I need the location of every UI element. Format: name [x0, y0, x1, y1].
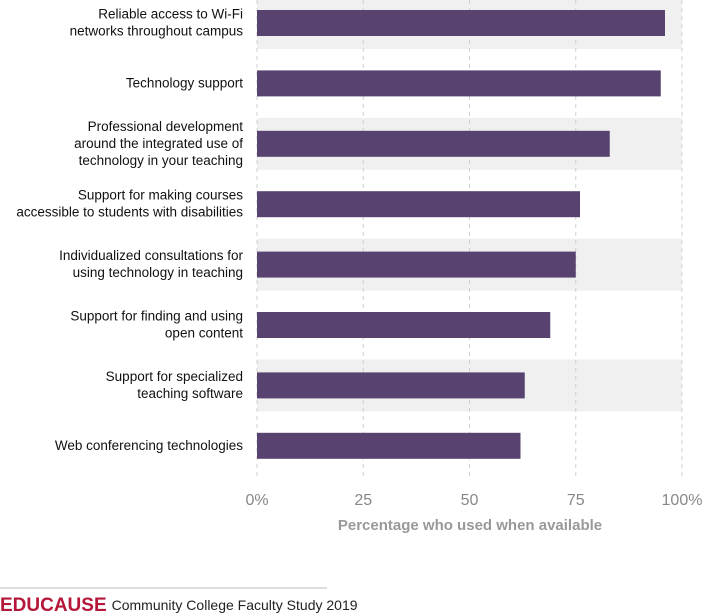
x-tick-label: 0% [245, 492, 268, 509]
y-tick-label: Support for finding and using open conten… [70, 308, 243, 340]
bar [257, 10, 665, 36]
bar [257, 372, 525, 399]
y-tick-label: Support for making courses accessible to … [16, 187, 243, 219]
bar [257, 432, 521, 459]
bar [257, 191, 580, 218]
bar [257, 70, 661, 97]
x-tick-label: 100% [662, 492, 703, 509]
y-tick-label: Individualized consultations for using te… [59, 248, 243, 280]
y-tick-label: Professional development around the integ… [74, 118, 243, 167]
labels: 0% 25 50 75 100% Reliable access to Wi-Fi netw… [16, 6, 702, 509]
bar [257, 251, 576, 278]
y-tick-label: Support for specialized teaching software [106, 368, 243, 400]
bar [257, 130, 610, 157]
bars [257, 10, 665, 459]
footer: EDUCAUSE Community College Faculty Study … [0, 595, 358, 616]
x-axis-label: Percentage who used when available [338, 517, 602, 534]
x-tick-label: 25 [354, 492, 372, 509]
y-tick-label: Technology support [126, 75, 243, 90]
y-tick-label: Web conferencing technologies [55, 437, 243, 452]
footer-brand: EDUCAUSE [0, 595, 107, 616]
bar [257, 312, 551, 338]
x-tick-label: 50 [461, 492, 479, 509]
x-tick-label: 75 [567, 492, 585, 509]
footer-text: Community College Faculty Study 2019 [112, 597, 358, 613]
y-tick-label: Reliable access to Wi-Fi networks through… [70, 6, 244, 38]
